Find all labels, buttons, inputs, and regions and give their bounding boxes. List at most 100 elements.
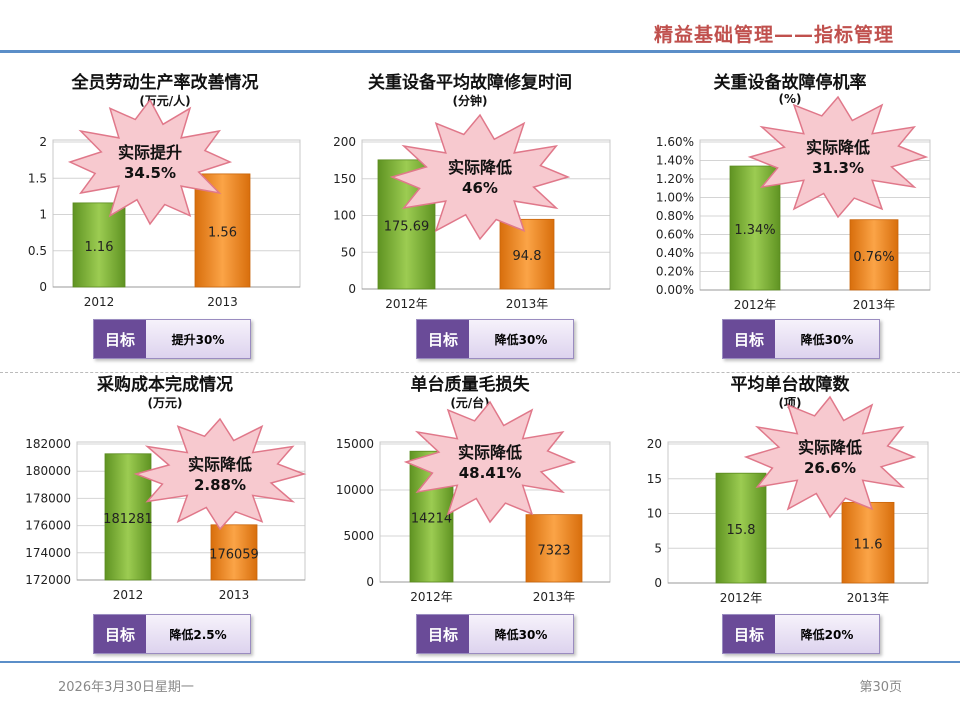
data-label: 11.6 xyxy=(854,538,883,553)
target-label: 目标 xyxy=(723,320,775,358)
data-label: 1.56 xyxy=(208,225,237,240)
bar xyxy=(849,219,899,291)
starburst-callout xyxy=(743,395,917,519)
x-tick-label: 2013年 xyxy=(847,591,890,605)
callout-label: 实际降低 xyxy=(458,443,522,462)
bar xyxy=(72,202,126,288)
chart-title: 平均单台故障数 xyxy=(730,375,850,395)
data-label: 176059 xyxy=(209,547,259,562)
bar xyxy=(715,472,767,584)
chart-unit: (%) xyxy=(778,92,802,106)
target-value: 降低30% xyxy=(469,615,573,653)
chart-panel: 关重设备故障停机率 (%) 0.00% 0.20% 0.40% 0.60% 0.80% 1.0… xyxy=(640,62,960,362)
chart-panel: 关重设备平均故障修复时间 (分钟) 0 50 100 150 200 175.69 2012年 9… xyxy=(320,62,640,362)
x-tick-label: 2012 xyxy=(113,588,144,602)
y-tick-label: 1.00% xyxy=(656,191,694,205)
target-value: 降低30% xyxy=(469,320,573,358)
target-value: 降低2.5% xyxy=(146,615,250,653)
callout-value: 31.3% xyxy=(812,159,864,177)
target-label: 目标 xyxy=(417,615,469,653)
y-tick-label: 172000 xyxy=(25,573,71,587)
bar-chart: 172000 174000 176000 178000 180000 182000 1812… xyxy=(25,417,307,602)
target-label: 目标 xyxy=(94,320,146,358)
data-label: 14214 xyxy=(411,512,452,527)
chart-title: 采购成本完成情况 xyxy=(97,375,233,395)
y-tick-label: 174000 xyxy=(25,546,71,560)
callout-label: 实际提升 xyxy=(118,143,182,162)
y-tick-label: 2 xyxy=(39,135,47,149)
y-tick-label: 50 xyxy=(341,245,356,259)
target-box: 目标 降低30% xyxy=(416,319,574,359)
bar xyxy=(499,218,555,290)
chart-unit: (项) xyxy=(778,396,802,410)
y-tick-label: 0.20% xyxy=(656,265,694,279)
y-tick-label: 0.60% xyxy=(656,228,694,242)
y-tick-label: 1.5 xyxy=(28,171,47,185)
bar xyxy=(210,524,258,581)
target-label: 目标 xyxy=(723,615,775,653)
y-tick-label: 100 xyxy=(333,209,356,223)
target-box: 目标 降低2.5% xyxy=(93,614,251,654)
callout-label: 实际降低 xyxy=(798,438,862,457)
target-box: 目标 提升30% xyxy=(93,319,251,359)
header-divider xyxy=(0,50,960,53)
chart-title: 关重设备平均故障修复时间 xyxy=(368,73,572,93)
x-tick-label: 2012年 xyxy=(385,297,428,311)
bar-chart: 0 5000 10000 15000 14214 2012年 7323 2013年 实际降低 48… xyxy=(336,400,611,604)
y-tick-label: 5000 xyxy=(343,529,374,543)
y-tick-label: 0 xyxy=(654,576,662,590)
x-tick-label: 2013 xyxy=(219,588,250,602)
target-value: 提升30% xyxy=(146,320,250,358)
data-label: 94.8 xyxy=(513,249,542,264)
y-tick-label: 15 xyxy=(647,472,662,486)
callout-label: 实际降低 xyxy=(806,138,870,157)
data-label: 1.34% xyxy=(734,223,775,238)
x-tick-label: 2013年 xyxy=(533,590,576,604)
target-label: 目标 xyxy=(417,320,469,358)
chart-unit: (万元) xyxy=(147,396,183,410)
y-tick-label: 0 xyxy=(348,282,356,296)
y-tick-label: 0 xyxy=(366,575,374,589)
x-tick-label: 2013 xyxy=(207,295,238,309)
y-tick-label: 0.80% xyxy=(656,209,694,223)
bar-chart: 0 50 100 150 200 175.69 2012年 94.8 2013年 实际降低 46% xyxy=(333,113,611,311)
data-label: 7323 xyxy=(537,543,570,558)
y-tick-label: 1 xyxy=(39,208,47,222)
y-tick-label: 180000 xyxy=(25,464,71,478)
chart-title: 关重设备故障停机率 xyxy=(713,73,867,93)
x-tick-label: 2012年 xyxy=(734,298,777,312)
callout-value: 48.41% xyxy=(459,464,521,482)
starburst-callout xyxy=(67,98,233,226)
y-tick-label: 1.40% xyxy=(656,154,694,168)
slide-header-title: 精益基础管理——指标管理 xyxy=(653,24,894,46)
callout-value: 46% xyxy=(462,179,498,197)
starburst-callout xyxy=(747,95,929,219)
target-value: 降低30% xyxy=(775,320,879,358)
target-box: 目标 降低30% xyxy=(416,614,574,654)
bar xyxy=(194,173,251,288)
footer-divider xyxy=(0,661,960,663)
callout-value: 26.6% xyxy=(804,459,856,477)
y-tick-label: 176000 xyxy=(25,519,71,533)
y-tick-label: 0.00% xyxy=(656,283,694,297)
data-label: 0.76% xyxy=(853,250,894,265)
callout-value: 2.88% xyxy=(194,476,246,494)
y-tick-label: 10 xyxy=(647,507,662,521)
y-tick-label: 1.20% xyxy=(656,172,694,186)
page-number: 第30页 xyxy=(859,680,902,695)
data-label: 175.69 xyxy=(384,219,430,234)
x-tick-label: 2013年 xyxy=(853,298,896,312)
y-tick-label: 10000 xyxy=(336,483,374,497)
y-tick-label: 0 xyxy=(39,280,47,294)
x-tick-label: 2012年 xyxy=(720,591,763,605)
starburst-callout xyxy=(389,113,571,241)
target-value: 降低20% xyxy=(775,615,879,653)
x-tick-label: 2013年 xyxy=(506,297,549,311)
data-label: 181281 xyxy=(103,512,153,527)
callout-label: 实际降低 xyxy=(448,158,512,177)
bar xyxy=(729,165,781,291)
x-tick-label: 2012年 xyxy=(410,590,453,604)
y-tick-label: 178000 xyxy=(25,491,71,505)
y-tick-label: 0.40% xyxy=(656,246,694,260)
starburst-callout xyxy=(403,400,577,524)
